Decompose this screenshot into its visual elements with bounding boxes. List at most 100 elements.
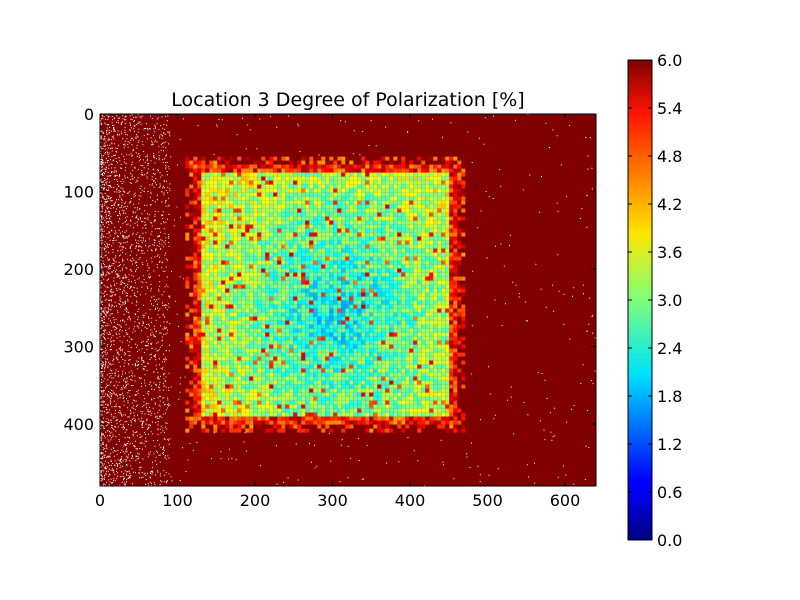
sample-cell — [353, 288, 358, 293]
sample-cell — [305, 340, 310, 345]
sample-cell — [209, 348, 214, 353]
sample-cell — [437, 360, 442, 365]
sample-cell — [417, 184, 422, 189]
sample-cell — [449, 376, 454, 381]
sample-cell — [369, 196, 374, 201]
sample-cell — [389, 364, 394, 369]
sample-cell — [209, 372, 214, 377]
sample-cell — [197, 332, 202, 337]
sample-cell — [289, 300, 294, 305]
sample-cell — [261, 372, 266, 377]
sample-cell — [377, 276, 382, 281]
sample-cell — [365, 216, 370, 221]
sample-cell — [233, 368, 238, 373]
sample-cell — [381, 340, 386, 345]
sample-cell — [261, 296, 266, 301]
sample-cell — [209, 172, 214, 177]
sample-cell — [205, 320, 210, 325]
sample-cell — [345, 352, 350, 357]
sample-cell — [381, 240, 386, 245]
sample-cell — [241, 268, 246, 273]
sample-cell — [237, 368, 242, 373]
sample-cell — [229, 280, 234, 285]
sample-cell — [437, 308, 442, 313]
sample-cell — [285, 156, 290, 161]
sample-cell — [249, 372, 254, 377]
sample-cell — [281, 164, 286, 169]
sample-cell — [241, 244, 246, 249]
sample-cell — [301, 180, 306, 185]
sample-cell — [401, 304, 406, 309]
sample-cell — [301, 284, 306, 289]
sample-cell — [241, 224, 246, 229]
sample-cell — [209, 368, 214, 373]
sample-cell — [217, 196, 222, 201]
sample-cell — [289, 376, 294, 381]
sample-cell — [337, 364, 342, 369]
sample-cell — [341, 396, 346, 401]
sample-cell — [253, 216, 258, 221]
sample-cell — [277, 160, 282, 165]
sample-cell — [217, 284, 222, 289]
sample-cell — [401, 372, 406, 377]
sample-cell — [297, 292, 302, 297]
sample-cell — [305, 428, 310, 433]
sample-cell — [317, 324, 322, 329]
sample-cell — [217, 308, 222, 313]
sample-cell — [433, 336, 438, 341]
sample-cell — [461, 304, 466, 309]
sample-cell — [249, 416, 254, 421]
sample-cell — [213, 380, 218, 385]
sample-cell — [353, 388, 358, 393]
sample-cell — [349, 352, 354, 357]
sample-cell — [205, 336, 210, 341]
sample-cell — [453, 420, 458, 425]
sample-cell — [205, 200, 210, 205]
sample-cell — [381, 228, 386, 233]
sample-cell — [389, 392, 394, 397]
sample-cell — [241, 228, 246, 233]
sample-cell — [345, 332, 350, 337]
sample-cell — [429, 224, 434, 229]
sample-cell — [405, 400, 410, 405]
sample-cell — [233, 228, 238, 233]
sample-cell — [333, 208, 338, 213]
sample-cell — [345, 176, 350, 181]
sample-cell — [265, 380, 270, 385]
sample-cell — [257, 256, 262, 261]
sample-cell — [345, 396, 350, 401]
sample-cell — [361, 360, 366, 365]
sample-cell — [445, 412, 450, 417]
sample-cell — [293, 328, 298, 333]
sample-cell — [317, 172, 322, 177]
sample-cell — [221, 408, 226, 413]
sample-cell — [449, 320, 454, 325]
sample-cell — [397, 332, 402, 337]
sample-cell — [373, 324, 378, 329]
sample-cell — [201, 416, 206, 421]
sample-cell — [333, 260, 338, 265]
sample-cell — [409, 404, 414, 409]
sample-cell — [221, 376, 226, 381]
sample-cell — [349, 236, 354, 241]
sample-cell — [341, 308, 346, 313]
sample-cell — [321, 276, 326, 281]
sample-cell — [193, 356, 198, 361]
sample-cell — [265, 256, 270, 261]
sample-cell — [333, 352, 338, 357]
sample-cell — [453, 280, 458, 285]
sample-cell — [449, 352, 454, 357]
sample-cell — [345, 188, 350, 193]
sample-cell — [221, 412, 226, 417]
sample-cell — [409, 416, 414, 421]
sample-cell — [205, 232, 210, 237]
sample-cell — [253, 228, 258, 233]
sample-cell — [301, 348, 306, 353]
sample-cell — [321, 352, 326, 357]
sample-cell — [249, 204, 254, 209]
sample-cell — [293, 408, 298, 413]
sample-cell — [325, 340, 330, 345]
colorbar-axis: 0.00.61.21.82.43.03.64.24.85.46.0 — [628, 51, 682, 550]
sample-cell — [385, 320, 390, 325]
